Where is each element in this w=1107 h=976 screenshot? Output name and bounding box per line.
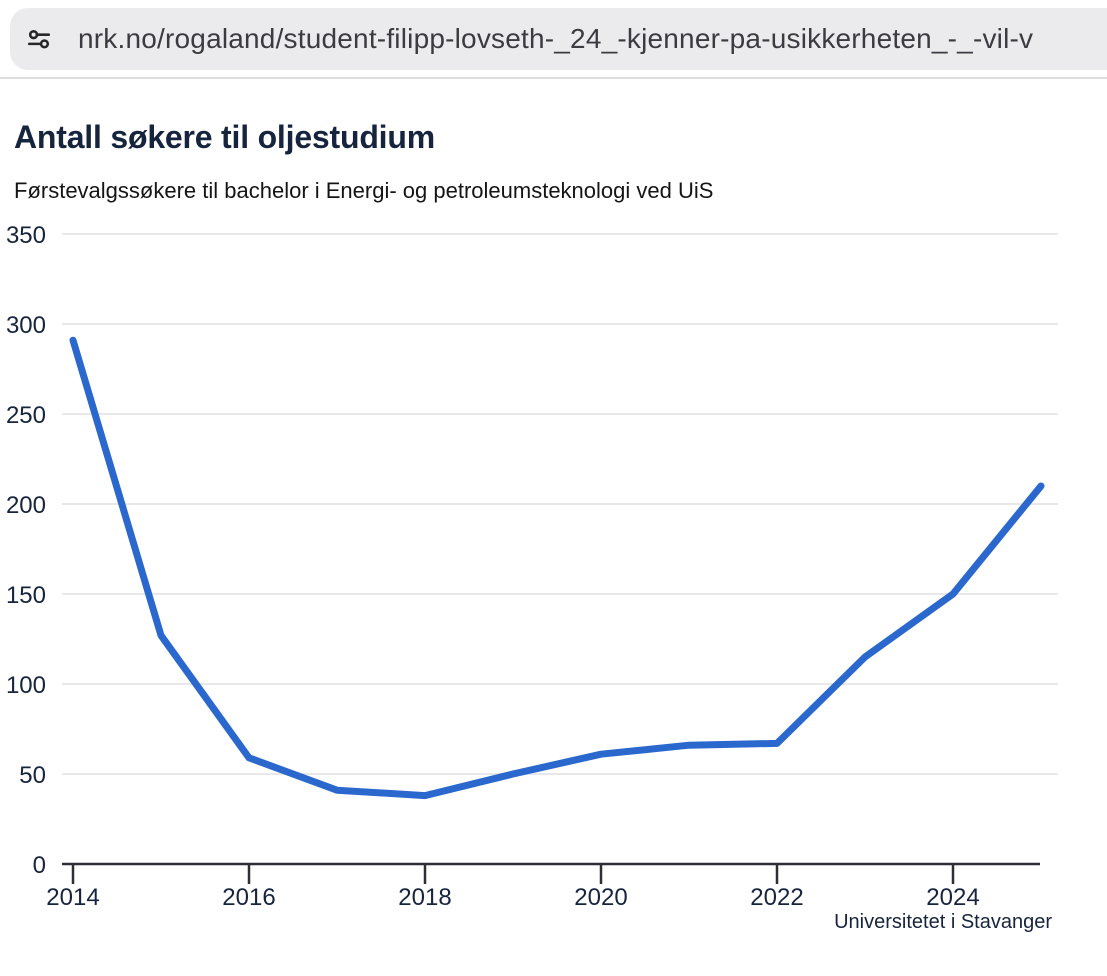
y-axis-tick-label: 0 — [33, 852, 46, 879]
x-axis-tick-label: 2022 — [750, 884, 803, 911]
y-axis-tick-label: 150 — [6, 582, 46, 609]
applicants-line-chart: 0 50 100 150 200 250 300 350 2014 2016 2018 2020 202… — [6, 222, 1058, 911]
chart-title: Antall søkere til oljestudium — [14, 119, 435, 155]
data-line-applicants — [69, 336, 1045, 800]
y-axis-tick-label: 200 — [6, 492, 46, 519]
chart-subtitle: Førstevalgssøkere til bachelor i Energi-… — [14, 178, 714, 203]
y-axis-tick-label: 300 — [6, 312, 46, 339]
tune-sliders-icon — [26, 26, 52, 52]
x-axis-tick-label: 2018 — [398, 884, 451, 911]
chart-source-attribution: Universitetet i Stavanger — [834, 911, 1052, 933]
x-axis-tick-label: 2016 — [222, 884, 275, 911]
y-axis-tick-label: 50 — [19, 762, 46, 789]
x-axis-tick-label: 2024 — [926, 884, 979, 911]
y-axis-tick-label: 250 — [6, 402, 46, 429]
browser-address-bar[interactable]: nrk.no/rogaland/student-filipp-lovseth-_… — [10, 8, 1107, 70]
x-axis-tick-label: 2020 — [574, 884, 627, 911]
x-axis-tick-label: 2014 — [46, 884, 99, 911]
toolbar-divider — [0, 77, 1107, 79]
y-axis-tick-label: 100 — [6, 672, 46, 699]
y-axis-tick-label: 350 — [6, 222, 46, 249]
url-text: nrk.no/rogaland/student-filipp-lovseth-_… — [78, 23, 1034, 54]
